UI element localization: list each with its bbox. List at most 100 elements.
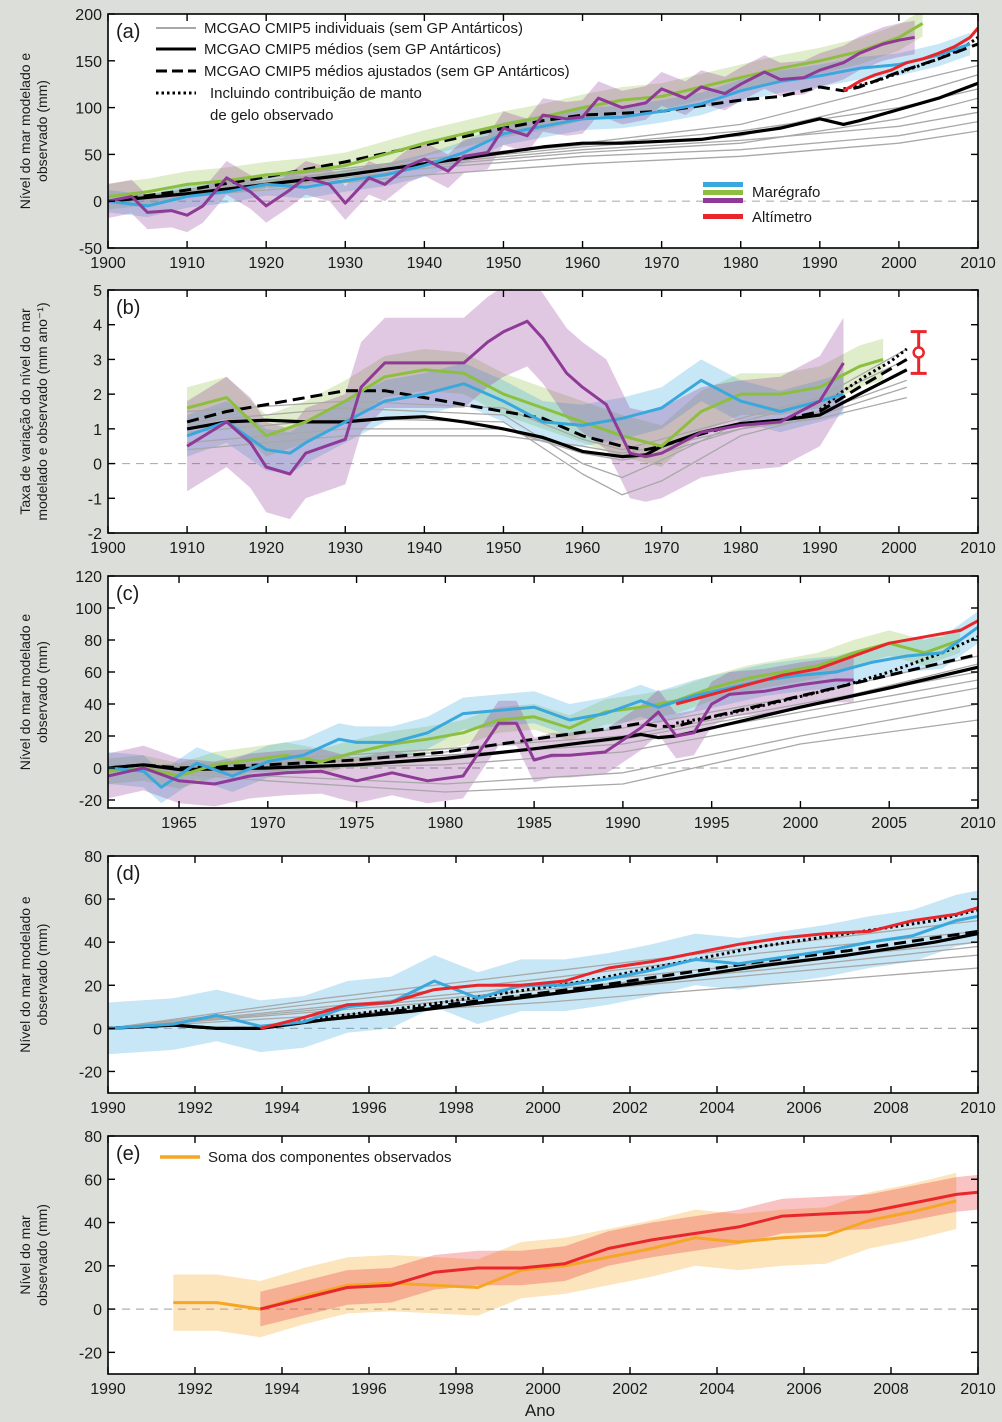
- series-line-tide_purple: [186, 319, 845, 476]
- series-line-tide_purple: [108, 678, 854, 786]
- plot-area: [108, 290, 978, 533]
- series-line-individual_gray: [108, 930, 978, 1030]
- y-axis-title: Taxa de variação do nível do marmodelado…: [17, 302, 50, 520]
- legend-label: Marégrafo: [752, 184, 820, 201]
- y-tick-label: 0: [93, 1021, 102, 1038]
- uncertainty-band-sum_orange: [173, 1172, 957, 1338]
- x-axis-title: Ano: [525, 1401, 555, 1420]
- y-tick-label: 1: [93, 422, 102, 439]
- y-tick-label: 120: [75, 569, 102, 586]
- x-tick-label: 2000: [525, 1100, 561, 1117]
- y-tick-label: 3: [93, 352, 102, 369]
- x-tick-label: 1990: [90, 1381, 126, 1398]
- y-tick-label: 0: [93, 457, 102, 474]
- plot-content: [108, 890, 978, 1055]
- series-line-individual_gray: [108, 88, 978, 202]
- x-tick-label: 2000: [525, 1381, 561, 1398]
- x-tick-label: 2010: [960, 255, 996, 272]
- series-line-mean_dashed: [186, 358, 908, 452]
- y-axis-title-line: observado (mm): [34, 924, 50, 1026]
- legend-swatch-altimeter: [703, 214, 743, 219]
- legend-label: Incluindo contribuição de manto: [210, 85, 422, 102]
- x-tick-label: 2010: [960, 815, 996, 832]
- series-line-sum_orange: [173, 1199, 957, 1311]
- y-tick-label: -20: [79, 1345, 102, 1362]
- panel-e: 1990 1992 1994 1996 1998 2000 2002 2004 2006 2008…: [17, 1129, 996, 1398]
- x-tick-label: 2000: [783, 815, 819, 832]
- x-tick-label: 2002: [612, 1100, 648, 1117]
- y-tick-label: 40: [84, 697, 102, 714]
- legend-main: MCGAO CMIP5 individuais (sem GP Antártic…: [156, 20, 570, 124]
- plot-area: [108, 1136, 978, 1374]
- series-line-altimeter_red: [259, 1190, 978, 1311]
- y-axis-title-line: observado (mm): [34, 80, 50, 182]
- series-line-tide_green: [108, 22, 924, 198]
- x-tick-label: 2008: [873, 1381, 909, 1398]
- x-tick-label: 1985: [516, 815, 552, 832]
- y-axis-title-line: Taxa de variação do nível do mar: [17, 308, 33, 515]
- y-axis-title-line: observado (mm): [34, 641, 50, 743]
- x-tick-label: 1940: [407, 255, 443, 272]
- series-line-individual_gray: [108, 120, 978, 202]
- y-tick-label: 0: [93, 761, 102, 778]
- plot-area: [108, 856, 978, 1093]
- uncertainty-band-tide_green: [187, 338, 884, 467]
- legend-observations: Marégrafo Altímetro: [703, 182, 820, 226]
- series-line-individual_gray: [108, 74, 978, 202]
- y-tick-label: 0: [93, 194, 102, 211]
- x-tick-label: 1930: [327, 540, 363, 557]
- x-tick-label: 1960: [565, 540, 601, 557]
- x-tick-label: 1990: [605, 815, 641, 832]
- series-line-tide_purple: [108, 35, 915, 217]
- series-line-altimeter_red: [675, 619, 978, 706]
- series-line-individual_gray: [108, 945, 978, 1030]
- legend-swatch-tide-green: [703, 190, 743, 195]
- y-axis-title: Nível do marobservado (mm): [17, 1204, 50, 1306]
- x-tick-label: 2006: [786, 1381, 822, 1398]
- legend-label: Soma dos componentes observados: [208, 1149, 451, 1166]
- plot-content: [108, 290, 978, 520]
- x-tick-label: 2004: [699, 1381, 735, 1398]
- x-tick-label: 1950: [486, 540, 522, 557]
- x-tick-label: 1994: [264, 1381, 300, 1398]
- legend-label: MCGAO CMIP5 médios (sem GP Antárticos): [204, 41, 501, 58]
- series-line-tide_green: [186, 357, 884, 448]
- panel-letter: (d): [116, 863, 140, 885]
- x-tick-label: 1960: [565, 255, 601, 272]
- y-axis-title-line: Nível do mar modelado e: [17, 896, 33, 1053]
- y-tick-label: 0: [93, 1302, 102, 1319]
- x-tick-label: 1920: [248, 255, 284, 272]
- x-tick-label: 1970: [644, 540, 680, 557]
- series-line-individual_gray: [108, 130, 978, 202]
- legend-label: MCGAO CMIP5 médios ajustados (sem GP Ant…: [204, 63, 570, 80]
- y-tick-label: 20: [84, 729, 102, 746]
- panel-letter: (b): [116, 297, 140, 319]
- series-line-individual_gray: [108, 967, 978, 1030]
- y-tick-label: -2: [88, 526, 102, 543]
- plot-frame: [107, 13, 979, 249]
- series-line-individual_gray: [187, 348, 908, 451]
- y-tick-label: -50: [79, 241, 102, 258]
- series-line-altimeter_red: [842, 27, 978, 93]
- panel-a: 1900 1910 1920 1930 1940 1950 1960 1970 1980 1990…: [17, 7, 996, 272]
- y-tick-label: 100: [75, 601, 102, 618]
- x-tick-label: 2010: [960, 1100, 996, 1117]
- y-tick-label: 80: [84, 1129, 102, 1146]
- x-tick-label: 1970: [250, 815, 286, 832]
- x-tick-label: 2010: [960, 540, 996, 557]
- x-tick-label: 2000: [881, 255, 917, 272]
- x-tick-label: 2002: [612, 1381, 648, 1398]
- uncertainty-band-tide_purple: [187, 290, 844, 520]
- y-tick-label: 40: [84, 935, 102, 952]
- legend-e: Soma dos componentes observados: [160, 1149, 451, 1166]
- legend-swatch-tide-purple: [703, 198, 743, 203]
- uncertainty-band-altimeter_red: [260, 1174, 978, 1327]
- x-tick-label: 1900: [90, 540, 126, 557]
- y-tick-label: 50: [84, 147, 102, 164]
- x-tick-label: 2010: [960, 1381, 996, 1398]
- y-tick-label: 60: [84, 1172, 102, 1189]
- x-tick-label: 1930: [327, 255, 363, 272]
- series-line-mean_black: [108, 81, 978, 203]
- x-tick-label: 1992: [177, 1100, 213, 1117]
- x-tick-label: 1990: [802, 255, 838, 272]
